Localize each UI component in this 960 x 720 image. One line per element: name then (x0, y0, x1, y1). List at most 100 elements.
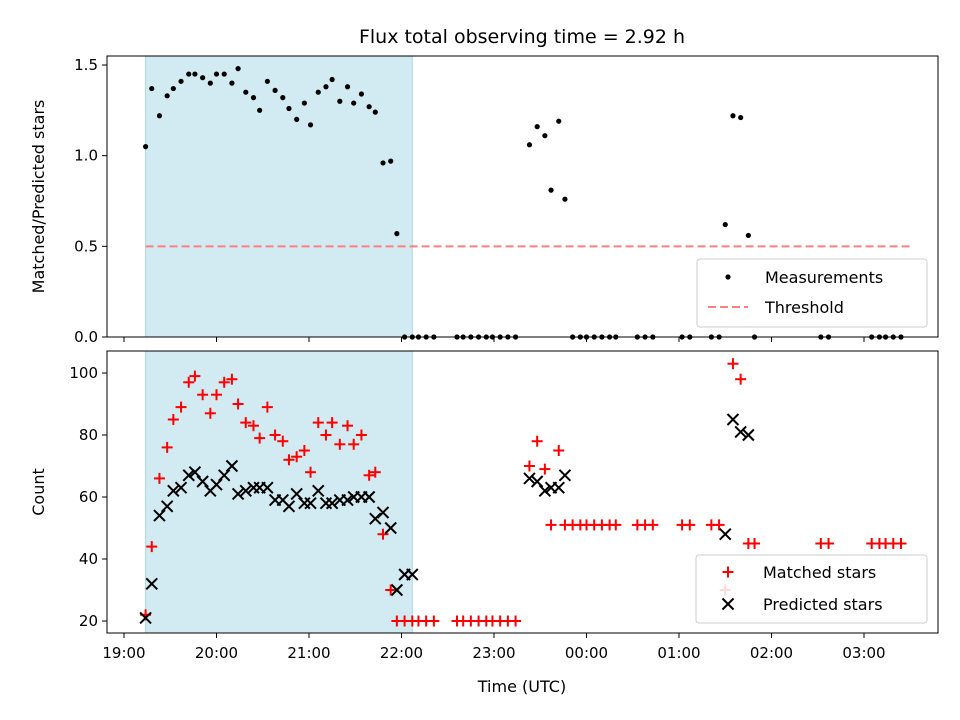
predicted-star-point (153, 509, 166, 522)
legend-measurement-marker (725, 274, 731, 280)
predicted-star-point (726, 413, 740, 426)
predicted-star-point (231, 487, 245, 501)
measurement-point (358, 91, 365, 97)
predicted-star-point (734, 425, 747, 439)
measurement-point (679, 334, 685, 340)
y-tick-label: 1.0 (74, 147, 98, 165)
measurement-point (730, 113, 736, 119)
measurement-point (751, 334, 758, 340)
matched-star-point (153, 472, 165, 484)
measurement-point (415, 334, 422, 340)
measurement-point (294, 116, 300, 122)
predicted-star-point (139, 611, 152, 625)
measurement-point (882, 334, 889, 340)
measurement-point (229, 80, 235, 86)
measurement-point (409, 334, 415, 340)
legend-box (696, 258, 928, 328)
measurement-point (329, 76, 335, 83)
x-tick-label: 22:00 (380, 644, 423, 662)
count-panel: 20 40 60 80 100 19:00 20:00 21:00 22:00 23:00 00:0… (29, 350, 939, 662)
y-tick-label: 0.5 (74, 237, 98, 255)
x-tick-label: 19:00 (102, 644, 145, 662)
matched-star-point (735, 373, 747, 385)
predicted-star-point (719, 527, 732, 541)
matched-star-point (175, 401, 187, 413)
measurement-point (745, 232, 751, 239)
measurement-point (876, 334, 883, 340)
y-tick-label: 0.0 (74, 328, 98, 346)
matched-star-point (727, 358, 739, 370)
legend-matched-label: Matched stars (763, 563, 876, 582)
legend-threshold-label: Threshold (764, 298, 844, 317)
matched-star-point (291, 451, 303, 463)
x-tick-label: 21:00 (287, 644, 330, 662)
legend-matched-marker (722, 566, 734, 578)
predicted-star-point (174, 481, 188, 494)
matched-star-point (232, 398, 244, 410)
predicted-star-point (530, 475, 544, 488)
matched-star-point (298, 445, 310, 456)
measurement-point (200, 75, 206, 81)
predicted-star-point (558, 469, 572, 482)
measurement-point (401, 334, 408, 340)
matched-star-point (385, 584, 397, 596)
matched-star-point (197, 389, 209, 401)
y-tick-label: 40 (79, 550, 98, 568)
predicted-star-point (742, 428, 755, 442)
x-tick-label: 20:00 (195, 644, 238, 662)
measurement-point (534, 124, 540, 130)
measurement-point (570, 334, 576, 340)
measurement-point (323, 84, 329, 90)
predicted-star-point (145, 577, 158, 591)
matched-star-point (283, 454, 295, 466)
matched-star-point (277, 435, 289, 447)
matched-star-point (204, 407, 216, 419)
predicted-star-point (325, 496, 339, 510)
measurement-point (613, 334, 619, 340)
matched-star-point (254, 432, 266, 444)
measurement-point (264, 78, 270, 84)
measurement-point (344, 84, 351, 90)
matched-star-point (523, 460, 535, 472)
predicted-star-point (282, 500, 296, 513)
x-tick-label: 02:00 (750, 644, 793, 662)
measurement-point (577, 334, 583, 340)
measurement-point (380, 160, 386, 166)
y-tick-label: 100 (69, 364, 98, 382)
matched-star-point (226, 373, 238, 385)
measurement-point (475, 334, 482, 340)
predicted-star-point (312, 484, 325, 498)
measurement-point (489, 334, 496, 340)
measurement-point (250, 95, 257, 101)
measurement-point (890, 334, 896, 340)
predicted-star-point (552, 481, 565, 494)
matched-star-point (146, 541, 158, 553)
y-tick-label: 80 (79, 426, 98, 444)
measurement-point (716, 334, 722, 340)
measurement-point (286, 105, 292, 112)
predicted-star-point (218, 469, 231, 482)
matched-star-point (531, 435, 543, 447)
matched-star-point (218, 376, 230, 388)
measurement-point (708, 334, 714, 340)
legend-measurements-label: Measurements (765, 268, 883, 287)
legend-predicted-label: Predicted stars (763, 595, 883, 614)
axes-frame (106, 350, 939, 634)
measurement-point (460, 334, 466, 340)
measurement-point (243, 89, 249, 95)
matched-star-point (342, 420, 354, 432)
legend: Matched stars Predicted stars (695, 554, 928, 624)
matched-star-point (377, 528, 389, 540)
x-tick-label: 03:00 (842, 644, 885, 662)
axes-frame (106, 55, 939, 338)
matched-star-point (713, 519, 725, 531)
measurement-point (497, 334, 503, 340)
matched-star-point (545, 519, 557, 531)
matched-star-point (355, 429, 367, 441)
predicted-star-point (160, 500, 174, 513)
y-axis-label: Count (29, 468, 48, 516)
measurement-point (235, 66, 241, 72)
matched-star-point (269, 429, 281, 441)
predicted-star-point (369, 512, 382, 525)
